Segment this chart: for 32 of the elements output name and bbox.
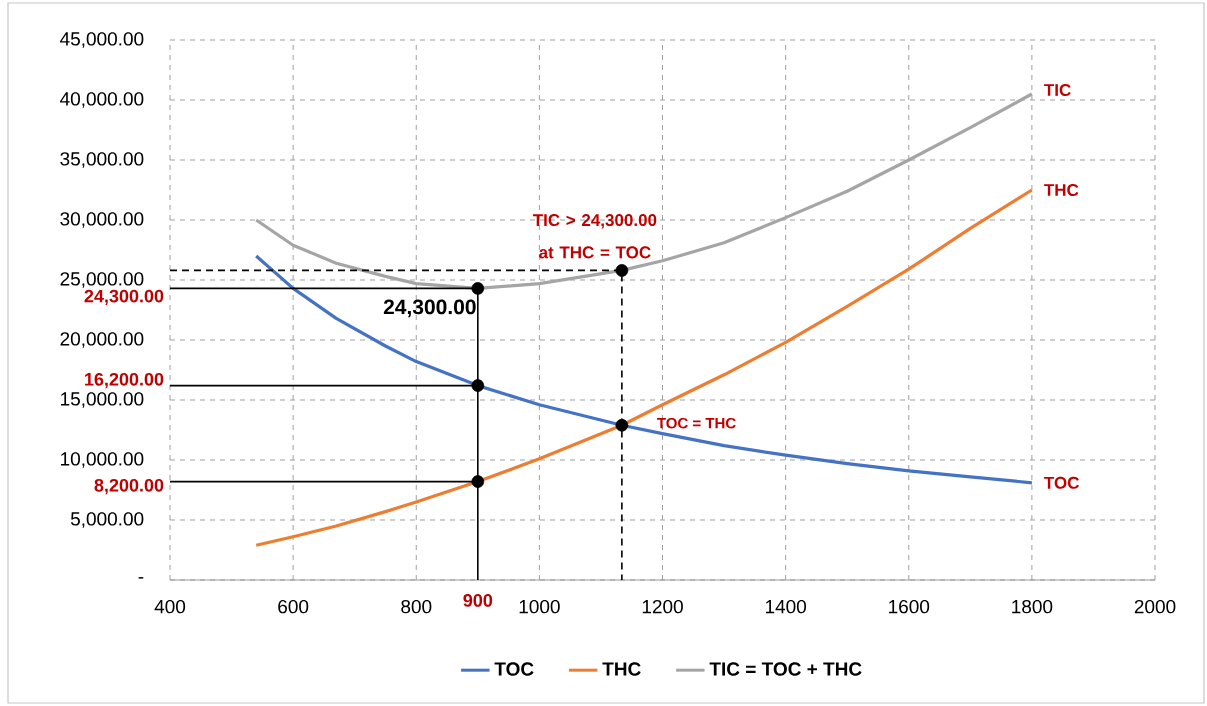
y-tick-label: 35,000.00 xyxy=(60,152,144,168)
legend-label: TIC = TOC + THC xyxy=(709,662,862,676)
x-tick-label: 800 xyxy=(401,599,432,614)
x-tick-label: 1200 xyxy=(642,599,683,614)
annotation: 24,300.00 xyxy=(84,289,164,306)
x-tick-label: 600 xyxy=(278,599,309,614)
y-tick-label: 30,000.00 xyxy=(60,212,144,228)
y-tick-label: 45,000.00 xyxy=(60,32,144,48)
annotation: TIC > 24,300.00 at THC = TOC xyxy=(532,214,657,259)
x-tick-label: 2000 xyxy=(1134,599,1176,614)
y-tick-label: 5,000.00 xyxy=(70,512,144,528)
legend-label: TOC xyxy=(494,662,534,676)
annotation: TOC xyxy=(1044,476,1080,489)
y-tick-label: 20,000.00 xyxy=(60,332,144,348)
y-tick-label: - xyxy=(138,577,144,579)
x-tick-label: 400 xyxy=(154,599,186,614)
annotation: 24,300.00 xyxy=(383,299,476,318)
y-tick-label: 25,000.00 xyxy=(60,272,144,288)
x-tick-label: 1600 xyxy=(889,599,930,614)
legend-label: THC xyxy=(602,662,641,676)
y-tick-label: 10,000.00 xyxy=(61,452,144,468)
annotation: 900 xyxy=(463,594,493,607)
annotation: TOC = THC xyxy=(657,417,736,429)
x-tick-label: 1800 xyxy=(1012,599,1053,614)
x-tick-label: 1400 xyxy=(765,599,807,614)
y-tick-label: 15,000.00 xyxy=(61,392,144,408)
annotation: THC xyxy=(1044,183,1079,197)
x-tick-label: 1000 xyxy=(519,599,560,614)
annotation: 8,200.00 xyxy=(94,478,164,495)
y-tick-label: 40,000.00 xyxy=(60,92,144,108)
annotation: TIC xyxy=(1044,83,1071,97)
annotation: 16,200.00 xyxy=(85,372,164,389)
